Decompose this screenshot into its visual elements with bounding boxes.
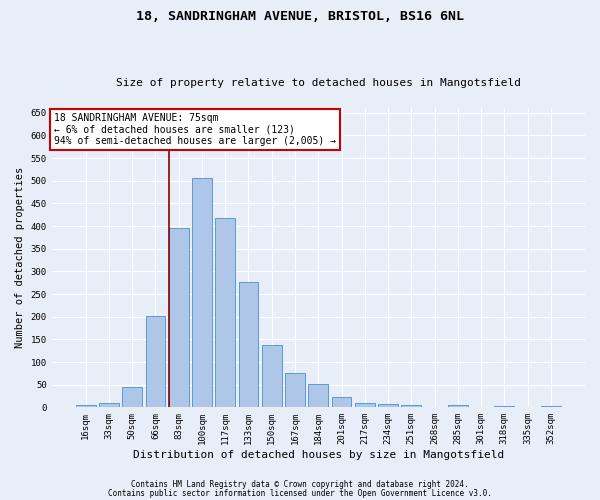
Y-axis label: Number of detached properties: Number of detached properties xyxy=(15,167,25,348)
Bar xyxy=(99,403,119,407)
Bar xyxy=(378,404,398,407)
Bar xyxy=(169,228,188,408)
Bar xyxy=(494,406,514,407)
Bar xyxy=(541,406,561,408)
Bar xyxy=(285,374,305,408)
Text: Contains public sector information licensed under the Open Government Licence v3: Contains public sector information licen… xyxy=(108,488,492,498)
X-axis label: Distribution of detached houses by size in Mangotsfield: Distribution of detached houses by size … xyxy=(133,450,504,460)
Bar xyxy=(215,218,235,408)
Bar xyxy=(239,282,259,408)
Bar xyxy=(146,316,166,408)
Title: Size of property relative to detached houses in Mangotsfield: Size of property relative to detached ho… xyxy=(116,78,521,88)
Bar xyxy=(76,405,95,407)
Bar xyxy=(308,384,328,407)
Bar xyxy=(192,178,212,408)
Bar xyxy=(262,345,281,408)
Bar xyxy=(448,405,468,407)
Bar xyxy=(401,405,421,407)
Bar xyxy=(332,397,352,407)
Bar xyxy=(355,403,374,407)
Bar xyxy=(122,387,142,407)
Text: 18 SANDRINGHAM AVENUE: 75sqm
← 6% of detached houses are smaller (123)
94% of se: 18 SANDRINGHAM AVENUE: 75sqm ← 6% of det… xyxy=(54,112,336,146)
Text: 18, SANDRINGHAM AVENUE, BRISTOL, BS16 6NL: 18, SANDRINGHAM AVENUE, BRISTOL, BS16 6N… xyxy=(136,10,464,23)
Text: Contains HM Land Registry data © Crown copyright and database right 2024.: Contains HM Land Registry data © Crown c… xyxy=(131,480,469,489)
